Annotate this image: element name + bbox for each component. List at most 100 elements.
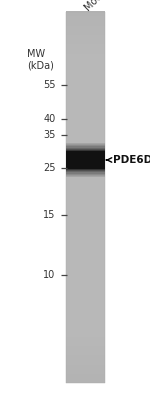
- Bar: [66, 174, 105, 175]
- Text: 35: 35: [43, 130, 56, 140]
- Bar: [66, 216, 105, 221]
- Text: PDE6D: PDE6D: [112, 155, 150, 165]
- Bar: [66, 67, 105, 72]
- Bar: [66, 175, 105, 176]
- Bar: [66, 341, 105, 346]
- Bar: [66, 148, 105, 149]
- Bar: [66, 378, 105, 383]
- Bar: [66, 188, 105, 193]
- Bar: [66, 100, 105, 105]
- Bar: [66, 16, 105, 21]
- Bar: [66, 12, 105, 383]
- Bar: [66, 25, 105, 30]
- Bar: [66, 220, 105, 225]
- Bar: [66, 160, 105, 165]
- Bar: [66, 165, 105, 170]
- Bar: [66, 151, 105, 169]
- Bar: [66, 155, 105, 160]
- Bar: [66, 77, 105, 81]
- Bar: [66, 355, 105, 360]
- Bar: [66, 364, 105, 369]
- Bar: [66, 290, 105, 295]
- Text: 55: 55: [43, 80, 56, 90]
- Bar: [66, 143, 105, 144]
- Text: MW
(kDa): MW (kDa): [27, 49, 54, 71]
- Bar: [66, 40, 105, 44]
- Bar: [66, 179, 105, 184]
- Bar: [66, 81, 105, 86]
- Text: Mouse eye: Mouse eye: [83, 0, 128, 13]
- Bar: [66, 104, 105, 109]
- Bar: [66, 72, 105, 77]
- Text: 40: 40: [43, 113, 56, 124]
- Bar: [66, 308, 105, 314]
- Bar: [66, 192, 105, 198]
- Bar: [66, 21, 105, 26]
- Bar: [66, 346, 105, 351]
- Bar: [66, 171, 105, 172]
- Bar: [66, 239, 105, 244]
- Bar: [66, 114, 105, 118]
- Bar: [66, 313, 105, 318]
- Bar: [66, 243, 105, 248]
- Bar: [66, 145, 105, 147]
- Bar: [66, 258, 105, 262]
- Bar: [66, 322, 105, 327]
- Bar: [66, 374, 105, 378]
- Bar: [66, 30, 105, 35]
- Bar: [66, 90, 105, 96]
- Bar: [66, 172, 105, 174]
- Bar: [66, 295, 105, 299]
- Bar: [66, 62, 105, 68]
- Bar: [66, 299, 105, 304]
- Bar: [66, 176, 105, 177]
- Bar: [66, 318, 105, 323]
- Bar: [66, 262, 105, 267]
- Bar: [66, 144, 105, 145]
- Bar: [66, 109, 105, 114]
- Bar: [66, 146, 105, 151]
- Bar: [66, 369, 105, 374]
- Bar: [66, 285, 105, 290]
- Text: 10: 10: [43, 269, 56, 280]
- Bar: [66, 167, 105, 169]
- Bar: [66, 169, 105, 170]
- Text: 25: 25: [43, 163, 56, 173]
- Bar: [66, 327, 105, 332]
- Bar: [66, 35, 105, 40]
- Bar: [66, 150, 105, 156]
- Bar: [66, 197, 105, 202]
- Bar: [66, 225, 105, 230]
- Bar: [66, 229, 105, 235]
- Bar: [66, 170, 105, 171]
- Bar: [66, 359, 105, 365]
- Bar: [66, 332, 105, 337]
- Bar: [66, 206, 105, 211]
- Bar: [66, 211, 105, 216]
- Bar: [66, 304, 105, 309]
- Bar: [66, 123, 105, 128]
- Bar: [66, 147, 105, 148]
- Bar: [66, 280, 105, 286]
- Bar: [66, 248, 105, 253]
- Bar: [66, 118, 105, 123]
- Bar: [66, 174, 105, 179]
- Bar: [66, 202, 105, 207]
- Bar: [66, 253, 105, 258]
- Bar: [66, 149, 105, 150]
- Bar: [66, 169, 105, 174]
- Bar: [66, 128, 105, 133]
- Bar: [66, 350, 105, 356]
- Bar: [66, 150, 105, 151]
- Bar: [66, 337, 105, 341]
- Text: 15: 15: [43, 210, 56, 220]
- Bar: [66, 44, 105, 49]
- Bar: [66, 137, 105, 142]
- Bar: [66, 53, 105, 58]
- Bar: [66, 267, 105, 272]
- Bar: [66, 132, 105, 137]
- Bar: [66, 151, 105, 152]
- Bar: [66, 276, 105, 281]
- Bar: [66, 49, 105, 54]
- Bar: [66, 58, 105, 63]
